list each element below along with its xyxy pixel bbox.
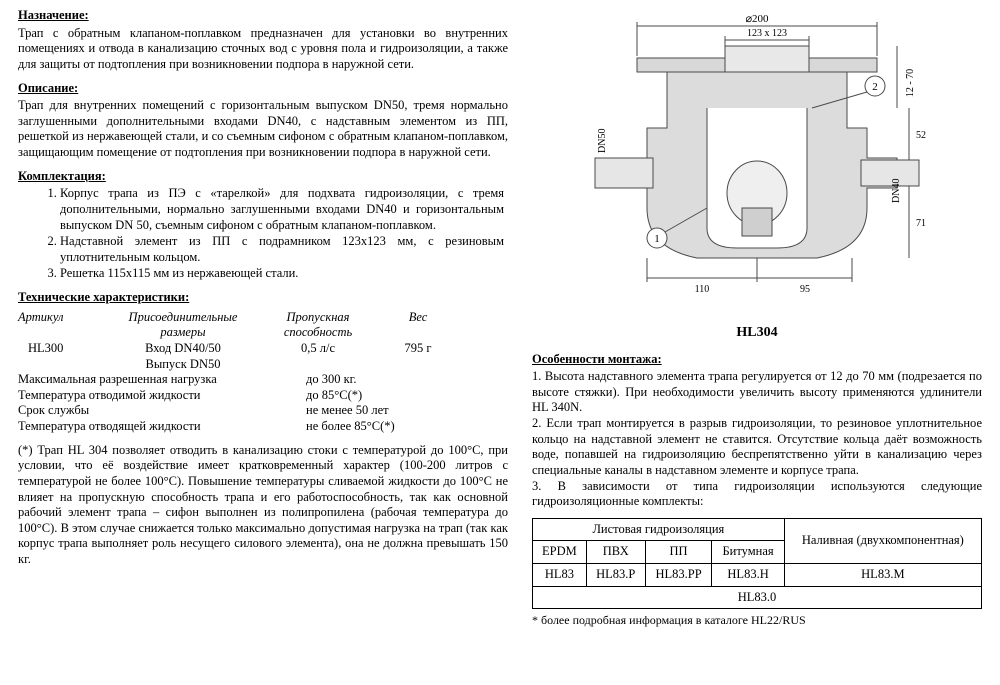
mounting-title: Особенности монтажа:	[532, 352, 982, 368]
tech-title: Технические характеристики:	[18, 290, 508, 306]
purpose-title: Назначение:	[18, 8, 508, 24]
td: HL83.M	[784, 564, 981, 587]
td-weight: 795 г	[378, 341, 458, 357]
th-sheet: Листовая гидроизоляция	[533, 518, 785, 541]
spec-line: Температура отводимой жидкостидо 85°С(*)	[18, 388, 508, 404]
th-size: Присоединительные размеры	[108, 310, 258, 341]
svg-text:1: 1	[654, 233, 660, 245]
technical-drawing: ⌀200 123 x 123	[577, 8, 937, 318]
note-section: (*) Трап HL 304 позволяет отводить в кан…	[18, 443, 508, 568]
tech-row: Выпуск DN50	[18, 357, 508, 373]
svg-text:110: 110	[695, 284, 710, 295]
purpose-body: Трап с обратным клапаном-поплавком предн…	[18, 26, 508, 73]
td: HL83.P	[586, 564, 645, 587]
waterproofing-table: Листовая гидроизоляция Наливная (двухком…	[532, 518, 982, 610]
td: HL83	[533, 564, 587, 587]
th-pp: ПП	[645, 541, 712, 564]
th-epdm: EPDM	[533, 541, 587, 564]
th-weight: Вес	[378, 310, 458, 341]
description-body: Трап для внутренних помещений с горизонт…	[18, 98, 508, 161]
mount-item: 2. Если трап монтируется в разрыв гидрои…	[532, 416, 982, 479]
kit-item: Решетка 115х115 мм из нержавеющей стали.	[60, 266, 508, 282]
tech-section: Технические характеристики: Артикул Прис…	[18, 290, 508, 435]
td-bottom: HL83.0	[533, 586, 982, 609]
spec-line: Максимальная разрешенная нагрузкадо 300 …	[18, 372, 508, 388]
spec-line: Срок службыне менее 50 лет	[18, 403, 508, 419]
svg-text:⌀200: ⌀200	[745, 13, 769, 25]
mount-item: 1. Высота надставного элемента трапа рег…	[532, 369, 982, 416]
kit-section: Комплектация: Корпус трапа из ПЭ с «таре…	[18, 169, 508, 282]
purpose-section: Назначение: Трап с обратным клапаном-поп…	[18, 8, 508, 73]
th-liquid: Наливная (двухкомпонентная)	[784, 518, 981, 563]
tech-header: Артикул Присоединительные размеры Пропус…	[18, 310, 508, 341]
td: HL83.H	[712, 564, 784, 587]
td-size2: Выпуск DN50	[108, 357, 258, 373]
svg-text:123 x 123: 123 x 123	[747, 28, 787, 39]
svg-text:71: 71	[916, 218, 926, 229]
spec-line: Температура отводящей жидкостине более 8…	[18, 419, 508, 435]
td-cap: 0,5 л/с	[258, 341, 378, 357]
description-section: Описание: Трап для внутренних помещений …	[18, 81, 508, 161]
td-art: HL300	[18, 341, 108, 357]
description-title: Описание:	[18, 81, 508, 97]
svg-text:2: 2	[872, 81, 878, 93]
kit-item: Корпус трапа из ПЭ с «тарелкой» для подх…	[60, 186, 508, 233]
mounting-section: Особенности монтажа: 1. Высота надставно…	[532, 352, 982, 510]
tech-row: HL300 Вход DN40/50 0,5 л/с 795 г	[18, 341, 508, 357]
th-pvc: ПВХ	[586, 541, 645, 564]
svg-text:95: 95	[800, 284, 810, 295]
left-column: Назначение: Трап с обратным клапаном-поп…	[18, 8, 508, 628]
kit-title: Комплектация:	[18, 169, 508, 185]
td: HL83.PP	[645, 564, 712, 587]
th-cap: Пропускная способность	[258, 310, 378, 341]
th-bit: Битумная	[712, 541, 784, 564]
kit-item: Надставной элемент из ПП с подрамником 1…	[60, 234, 508, 265]
th-art: Артикул	[18, 310, 108, 341]
td-size1: Вход DN40/50	[108, 341, 258, 357]
diagram-title: HL304	[532, 324, 982, 342]
svg-text:12 - 70: 12 - 70	[905, 69, 916, 97]
mount-item: 3. В зависимости от типа гидроизоляции и…	[532, 479, 982, 510]
svg-text:DN50: DN50	[597, 129, 608, 153]
table-footnote: * более подробная информация в каталоге …	[532, 613, 982, 628]
right-column: ⌀200 123 x 123	[532, 8, 982, 628]
svg-text:DN40: DN40	[891, 179, 902, 203]
svg-text:52: 52	[916, 130, 926, 141]
